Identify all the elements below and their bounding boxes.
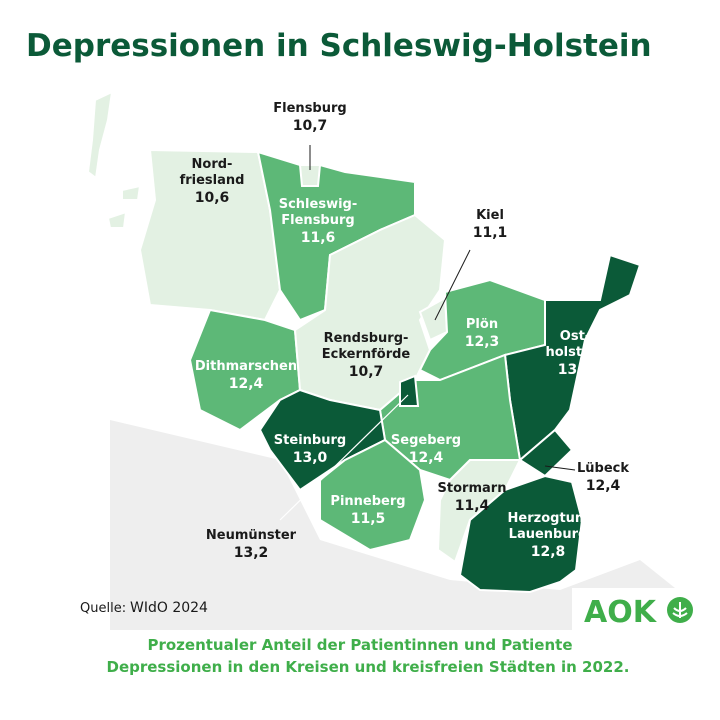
region-value: 10,7 <box>293 118 328 134</box>
leader-line <box>279 394 409 521</box>
region-name: Lauenburg <box>509 527 588 542</box>
region-value: 10,6 <box>195 190 230 206</box>
region-value: 13,6 <box>558 362 593 378</box>
region-value: 11,1 <box>473 225 508 241</box>
region-name: Steinburg <box>274 433 346 448</box>
region-name: Eckernförde <box>322 347 411 362</box>
source-text: WIdO 2024 <box>130 600 208 616</box>
region-name: Segeberg <box>391 433 461 448</box>
region-name: Lübeck <box>577 461 629 476</box>
region-value: 10,7 <box>349 364 384 380</box>
region-name: friesland <box>180 173 245 188</box>
region-name: Flensburg <box>281 213 354 228</box>
region-name: Herzogtum <box>508 511 589 526</box>
region-name: Flensburg <box>273 101 346 116</box>
region-name: Nord- <box>192 157 233 172</box>
region-name: Neumünster <box>206 528 297 543</box>
leader-line <box>544 465 576 471</box>
region-luebeck <box>518 428 574 478</box>
region-name: Rendsburg- <box>324 331 409 346</box>
region-value: 12,3 <box>465 334 500 350</box>
region-value: 12,4 <box>409 450 444 466</box>
logo: AOK <box>584 595 658 630</box>
region-name: Schleswig- <box>279 197 358 212</box>
title: Depressionen in Schleswig-Holstein <box>26 28 652 64</box>
region-value: 13,2 <box>234 545 269 561</box>
region-name: Stormarn <box>438 481 507 496</box>
region-pinneberg <box>319 438 427 552</box>
region-value: 12,4 <box>229 376 264 392</box>
island <box>106 210 128 229</box>
region-value: 11,4 <box>455 498 490 514</box>
region-name: Plön <box>466 317 498 332</box>
region-name: Ost- <box>560 329 590 344</box>
region-neumuenster <box>399 374 420 407</box>
region-name: Pinneberg <box>330 494 405 509</box>
region-herzogtum-lauenburg <box>458 474 584 594</box>
region-value: 11,6 <box>301 230 336 246</box>
footer-line: Depressionen in den Kreisen und kreisfre… <box>107 658 630 676</box>
region-name: holstein <box>545 345 604 360</box>
background-land <box>110 420 690 630</box>
logo-icon <box>667 597 693 623</box>
footer-line: Prozentualer Anteil der Patientinnen und… <box>147 636 572 654</box>
region-value: 11,5 <box>351 511 386 527</box>
region-value: 12,4 <box>586 478 621 494</box>
region-name: Dithmarschen <box>195 359 297 374</box>
region-value: 12,8 <box>531 544 566 560</box>
source-label: Quelle: <box>80 601 126 616</box>
island <box>121 184 142 201</box>
region-flensburg <box>298 164 322 187</box>
region-value: 13,0 <box>293 450 328 466</box>
region-name: Kiel <box>476 208 504 223</box>
leader-line <box>434 249 471 321</box>
island <box>86 90 114 180</box>
